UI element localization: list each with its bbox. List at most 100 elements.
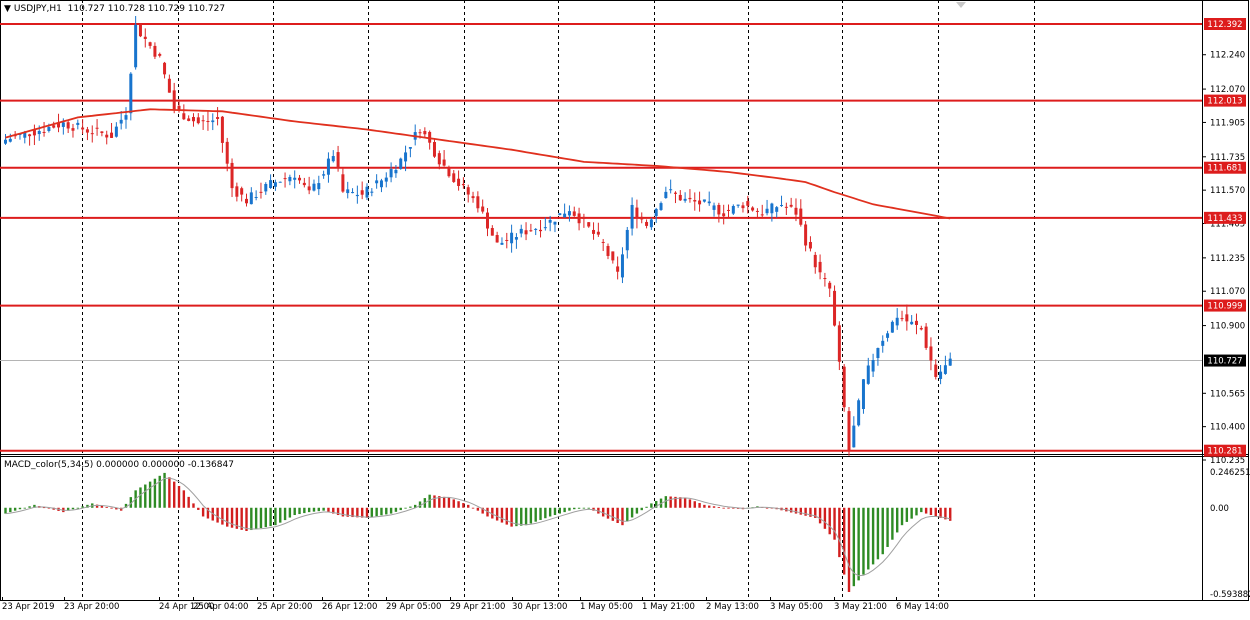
macd-bar <box>601 507 605 517</box>
macd-bar <box>365 507 369 518</box>
candle-body <box>548 219 552 223</box>
candle-body <box>664 191 668 199</box>
candle-body <box>28 134 32 137</box>
macd-bar <box>732 507 735 509</box>
candle-body <box>746 201 750 206</box>
candle-body <box>95 127 99 129</box>
macd-bar <box>336 507 340 516</box>
macd-bar <box>375 507 378 517</box>
candle-body <box>794 207 798 215</box>
ohlc-values: 110.727 110.728 110.729 110.727 <box>67 4 226 14</box>
macd-bar <box>293 507 296 516</box>
candle-body <box>206 121 210 123</box>
candle-body <box>283 178 287 180</box>
macd-bar <box>505 507 508 525</box>
macd-bar <box>173 481 176 508</box>
candle-body <box>379 180 383 188</box>
chart-header: ▼ USDJPY,H1 110.727 110.728 110.729 110.7… <box>4 4 225 14</box>
candle-body <box>432 141 436 157</box>
macd-bar <box>563 507 566 513</box>
macd-bar <box>833 507 836 540</box>
chart-shift-icon[interactable] <box>956 2 966 8</box>
candle-body <box>823 278 827 280</box>
macd-bar <box>799 507 802 515</box>
candle-body <box>514 237 518 240</box>
candle-body <box>442 159 446 166</box>
macd-bar <box>240 507 243 530</box>
candle-body <box>105 134 109 138</box>
macd-bar <box>452 499 455 508</box>
candle-body <box>322 174 326 176</box>
macd-bar <box>221 507 224 525</box>
candle-body <box>331 156 335 162</box>
candle-body <box>577 213 581 224</box>
candle-body <box>895 317 899 326</box>
level-price-tag <box>1204 18 1246 30</box>
macd-bar <box>486 507 489 517</box>
macd-bar <box>197 507 200 510</box>
candle-body <box>678 194 682 201</box>
candle-body <box>934 364 938 377</box>
macd-bar <box>356 507 359 518</box>
macd-bar <box>818 507 822 524</box>
macd-bar <box>409 506 412 508</box>
candle-body <box>143 36 147 39</box>
level-price-label: 110.999 <box>1207 302 1242 312</box>
menu-triangle-icon[interactable]: ▼ <box>4 4 11 14</box>
candle-body <box>592 229 596 234</box>
candle-body <box>37 131 41 135</box>
x-tick-label: 29 Apr 21:00 <box>450 602 505 612</box>
macd-bar <box>900 507 904 526</box>
candle-body <box>741 205 745 209</box>
candle-body <box>384 177 388 182</box>
macd-bar <box>153 478 157 508</box>
candle-body <box>539 229 543 232</box>
macd-bar <box>76 507 79 509</box>
candle-body <box>683 198 687 201</box>
candle-body <box>919 328 923 330</box>
candle-body <box>355 194 359 197</box>
macd-bar <box>577 507 581 509</box>
macd-bar <box>708 505 711 508</box>
level-price-tag <box>1204 299 1246 312</box>
macd-bar <box>949 507 952 521</box>
macd-bar <box>288 507 292 518</box>
x-tick-label: 1 May 05:00 <box>580 602 633 612</box>
candle-body <box>307 186 311 191</box>
macd-bar <box>905 507 909 522</box>
macd-y-tick-label: 0.246251 <box>1210 468 1250 478</box>
candle-body <box>471 196 475 199</box>
macd-bar <box>283 507 287 521</box>
candle-body <box>259 191 263 193</box>
candle-body <box>293 177 297 180</box>
candle-body <box>866 365 870 384</box>
macd-bar <box>105 507 108 508</box>
candle-body <box>780 205 784 207</box>
candle-body <box>765 208 769 214</box>
macd-bar <box>842 507 846 575</box>
macd-bar <box>857 507 860 581</box>
candle-body <box>890 321 894 333</box>
candle-body <box>558 213 562 216</box>
candle-body <box>312 183 316 191</box>
candle-body <box>649 219 653 228</box>
macd-bar <box>399 507 402 511</box>
macd-bar <box>115 507 118 510</box>
macd-bar <box>664 496 668 508</box>
candle-body <box>423 131 427 135</box>
macd-bar <box>804 507 807 516</box>
candle-body <box>688 197 692 200</box>
macd-bar <box>476 507 480 511</box>
candle-body <box>789 204 793 207</box>
candle-body <box>230 162 234 189</box>
macd-bar <box>428 494 431 508</box>
candle-body <box>138 23 142 37</box>
candle-body <box>837 325 841 362</box>
macd-bar <box>650 503 653 508</box>
macd-bar <box>418 501 422 508</box>
macd-bar <box>447 497 451 508</box>
candle-body <box>216 117 220 119</box>
macd-signal-line <box>5 477 951 577</box>
